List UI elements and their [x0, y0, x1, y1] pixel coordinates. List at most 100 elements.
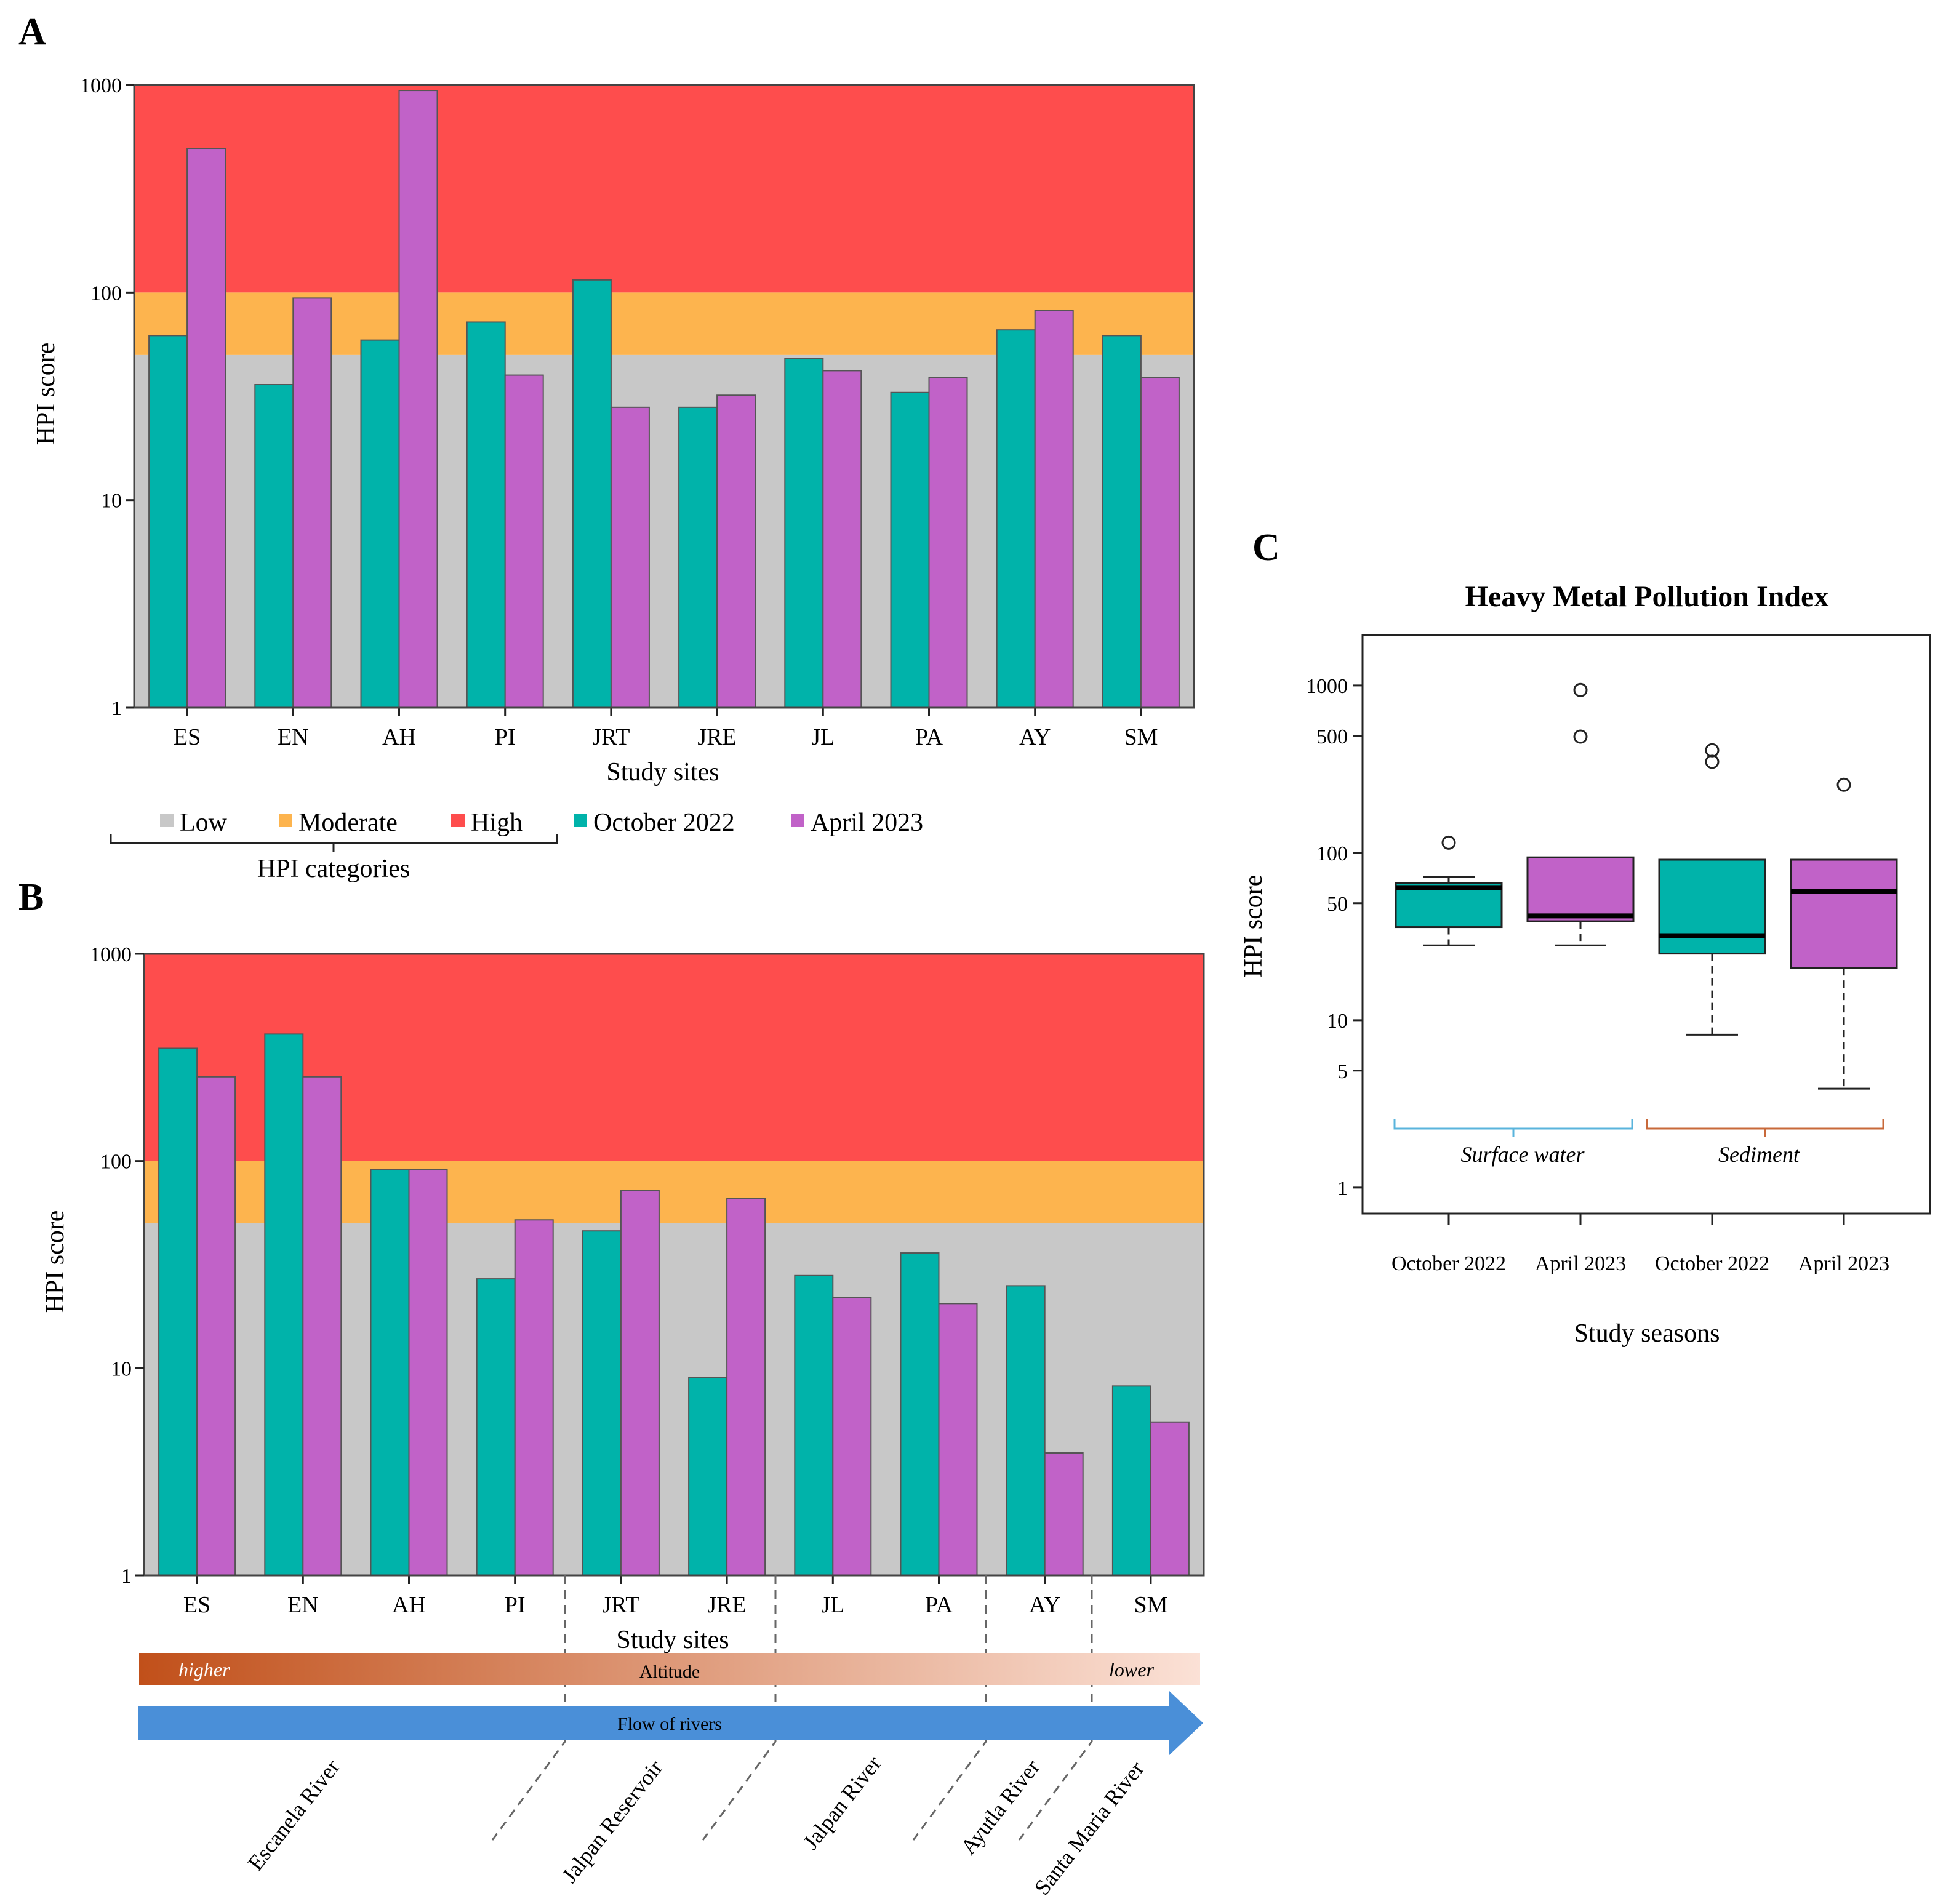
panel-a-bar-ah-october: [360, 339, 400, 708]
panel-a-bar-jre-october: [678, 406, 718, 709]
separator-pi-jrt: [491, 1575, 566, 1841]
panel-label-a: A: [18, 11, 46, 53]
panel-b-x-tick-label-jrt: JRT: [602, 1592, 639, 1618]
panel-a-bar-pi-april: [504, 374, 544, 708]
panel-c-y-tick-label-1000: 1000: [1306, 675, 1348, 698]
panel-b-y-tick-label-1: 1: [121, 1565, 132, 1588]
panel-a-bar-sm-april: [1140, 377, 1180, 708]
river-label-santa-maria: Santa Maria River: [1030, 1756, 1149, 1900]
panel-c-chart: 1 5 10 50 100 500 1000 October 2022 April 2023 Oc…: [1306, 634, 1931, 1275]
panel-a-bar-ay-october: [996, 329, 1036, 708]
panel-b-x-tick-label-pa: PA: [925, 1592, 953, 1618]
altitude-lower-label: lower: [1109, 1658, 1154, 1681]
panel-a-x-tick-label-en: EN: [278, 724, 309, 750]
panel-a-plot-frame: [133, 84, 1195, 709]
panel-a-bar-en-october: [254, 384, 294, 708]
panel-c-box-2-outlier-2: [1573, 682, 1588, 697]
panel-b-bar-ay-april: [1044, 1452, 1084, 1577]
legend-label-moderate: Moderate: [298, 809, 398, 837]
separator-jre-jl: [702, 1575, 777, 1841]
panel-b-y-tick-label-1000: 1000: [90, 943, 132, 966]
panel-c-y-tick-label-1: 1: [1337, 1177, 1348, 1200]
river-label-ayutla: Ayutla River: [956, 1755, 1045, 1859]
panel-c-box-4-iqr: [1790, 858, 1898, 969]
panel-a-bar-sm-october: [1102, 335, 1142, 708]
sediment-label: Sediment: [1718, 1142, 1800, 1167]
panel-a-bar-es-october: [148, 335, 188, 708]
panel-c-box-3-outlier-2: [1705, 743, 1720, 758]
panel-a-bar-ay-april: [1034, 310, 1074, 708]
legend-label-october: October 2022: [593, 809, 735, 837]
panel-a-bar-jl-april: [822, 370, 862, 708]
panel-a-y-tick-label-1000: 1000: [80, 74, 122, 97]
legend-swatch-high: [451, 814, 465, 827]
panel-b-bar-pi-april: [514, 1219, 554, 1577]
altitude-label: Altitude: [639, 1662, 700, 1682]
panel-b-x-tick-label-ah: AH: [392, 1592, 426, 1618]
legend: Low Moderate High October 2022 April 202…: [110, 809, 923, 883]
panel-b-y-tick-label-10: 10: [111, 1358, 132, 1380]
legend-label-high: High: [471, 809, 523, 837]
legend-label-low: Low: [180, 809, 228, 837]
panel-b-bar-jre-october: [688, 1377, 728, 1576]
legend-label-april: April 2023: [811, 809, 923, 837]
panel-a-x-tick-label-pa: PA: [915, 724, 943, 750]
panel-a-x-tick-label-pi: PI: [495, 724, 516, 750]
panel-b-x-tick-label-sm: SM: [1134, 1592, 1167, 1618]
panel-b-bar-jl-april: [832, 1297, 872, 1576]
panel-a-x-tick-label-es: ES: [174, 724, 201, 750]
legend-swatch-low: [160, 814, 174, 827]
panel-a-x-tick-label-ah: AH: [382, 724, 416, 750]
panel-a-bar-es-april: [186, 148, 226, 709]
panel-c-title: Heavy Metal Pollution Index: [1465, 580, 1829, 613]
panel-a-bar-pa-april: [928, 377, 968, 708]
panel-a-bar-en-april: [292, 297, 332, 708]
panel-b-x-tick-label-jre: JRE: [707, 1592, 746, 1618]
panel-c-box-4-outlier-1: [1836, 777, 1851, 792]
legend-group-bracket: [110, 834, 558, 852]
panel-b-bar-jre-april: [726, 1198, 766, 1576]
panel-b-x-tick-label-en: EN: [287, 1592, 319, 1618]
panel-b-bar-ah-october: [370, 1169, 410, 1576]
panel-a-bar-jl-october: [784, 358, 824, 708]
panel-c-box-2-outlier-1: [1573, 729, 1588, 744]
panel-c-box-3-iqr: [1658, 858, 1766, 955]
panel-c-x-axis-title: Study seasons: [1574, 1319, 1720, 1348]
panel-a-bar-jrt-april: [610, 406, 650, 709]
altitude-gradient: [139, 1653, 1200, 1685]
panel-b-x-tick-label-ay: AY: [1029, 1592, 1060, 1618]
legend-group-label: HPI categories: [257, 855, 410, 883]
panel-b-bar-pa-april: [938, 1303, 978, 1577]
panel-b-x-tick-label-pi: PI: [505, 1592, 526, 1618]
flow-arrow: Flow of rivers: [138, 1691, 1203, 1755]
legend-swatch-october: [574, 814, 587, 827]
panel-c-box-2-x-tick-label: April 2023: [1535, 1252, 1626, 1275]
panel-b-bar-ay-october: [1006, 1285, 1046, 1576]
panel-c-box-1-outlier-1: [1441, 835, 1456, 850]
panel-b-bar-sm-october: [1111, 1385, 1151, 1577]
panel-b-y-tick-label-100: 100: [100, 1151, 132, 1174]
panel-a-y-tick-label-1: 1: [111, 697, 122, 720]
panel-b-bar-es-october: [158, 1047, 198, 1576]
separator-pa-ay: [912, 1575, 987, 1841]
panel-a-x-tick-label-ay: AY: [1019, 724, 1051, 750]
panel-a-x-tick-label-jre: JRE: [697, 724, 736, 750]
panel-c-y-tick-label-500: 500: [1316, 726, 1348, 748]
panel-c-y-tick-label-100: 100: [1316, 842, 1348, 865]
panel-b-bar-en-april: [302, 1076, 342, 1576]
panel-c-box-2-iqr: [1526, 856, 1635, 922]
panel-a-bar-ah-april: [398, 90, 438, 708]
panel-b-bar-jl-october: [794, 1274, 834, 1576]
panel-b-bar-en-october: [264, 1033, 304, 1576]
panel-b-plot-frame: [143, 953, 1205, 1577]
panel-a-y-tick-label-10: 10: [101, 490, 122, 513]
panel-label-b: B: [18, 876, 44, 918]
panel-c-y-tick-label-50: 50: [1327, 893, 1348, 916]
river-separators: [491, 1575, 1093, 1841]
panel-b-bar-sm-april: [1150, 1421, 1190, 1577]
separator-ay-sm: [1018, 1575, 1093, 1841]
panel-b-chart: ES EN AH PI JRT JRE JL PA AY SM 1 10 100 1000: [90, 943, 1205, 1618]
river-label-jalpan-reservoir: Jalpan Reservoir: [557, 1755, 668, 1887]
panel-b-x-tick-label-jl: JL: [821, 1592, 844, 1618]
panel-b-bar-pi-october: [476, 1278, 516, 1576]
